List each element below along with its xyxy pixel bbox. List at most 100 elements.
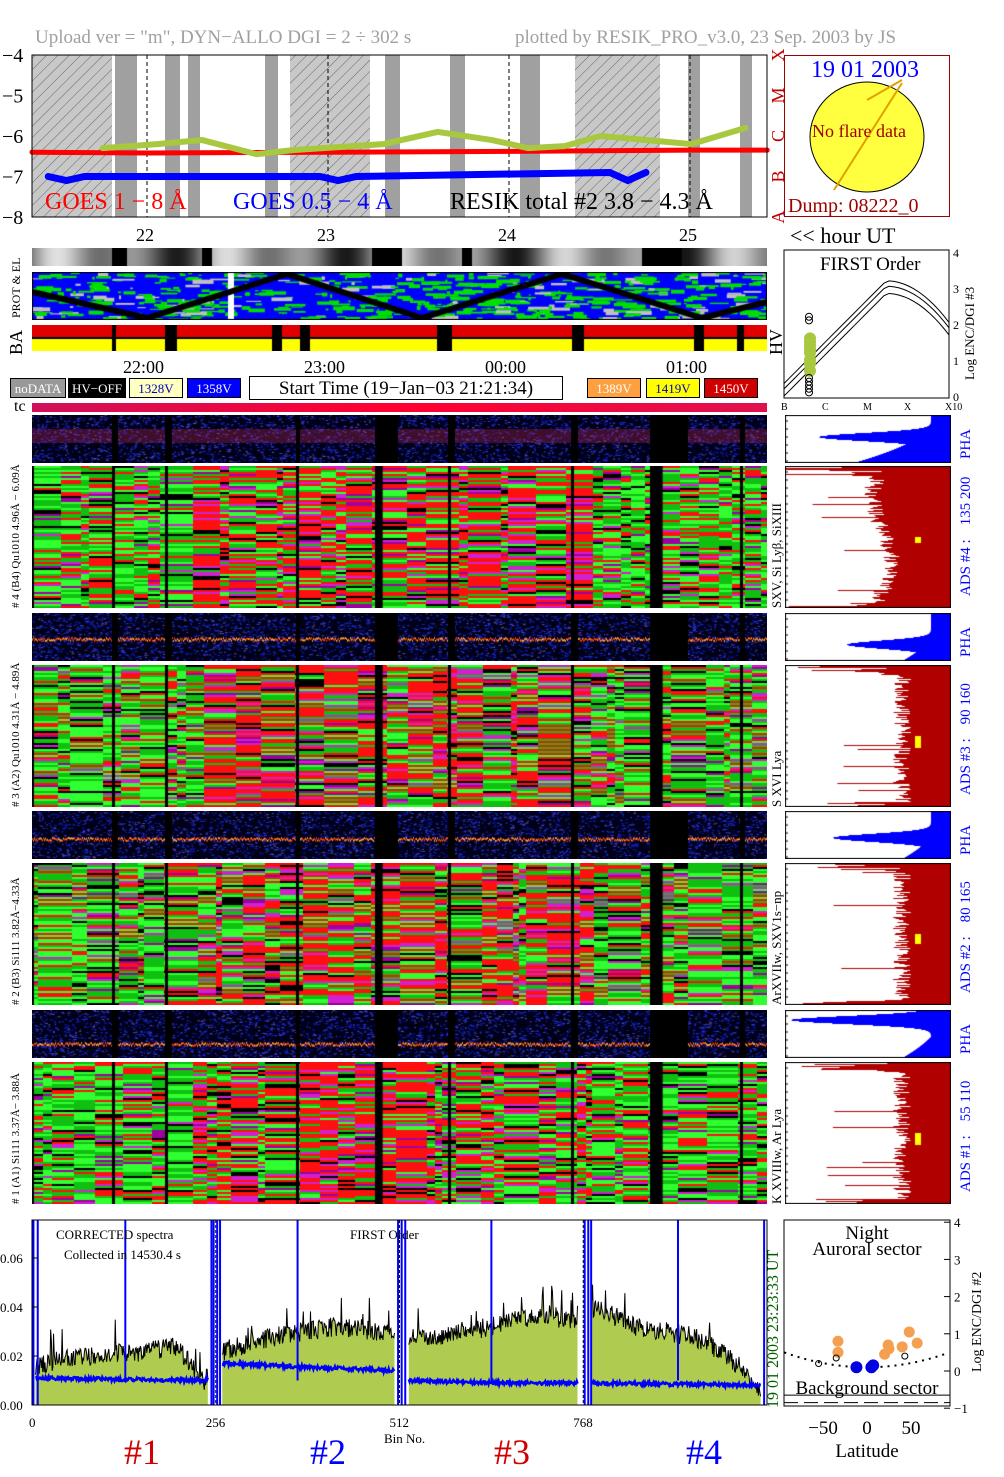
goes-class-label: B: [768, 170, 788, 182]
legend-resik: RESIK total #2 3.8 − 4.3 Å: [450, 189, 714, 215]
time-label: 23:00: [304, 357, 346, 377]
channel-lines-label: SXV, Si Lyβ, SiXIII: [769, 503, 784, 608]
spectrum-note-collected: Collected in 14530.4 s: [64, 1247, 181, 1262]
eclipse-band: [32, 55, 112, 217]
channel-pha-label: PHA: [958, 824, 974, 855]
spectrum-note-first-order: FIRST Order: [350, 1227, 419, 1242]
spectrum-x-tick: 768: [573, 1415, 593, 1430]
background-line: [590, 1377, 762, 1392]
spectrum-x-tick: 256: [206, 1415, 226, 1430]
tc-bar: [32, 403, 767, 412]
spectrum-x-tick: 0: [29, 1415, 36, 1430]
hv-legend-1419v: 1419V: [646, 378, 700, 398]
goes-class-axis: X M C B A: [768, 49, 788, 224]
channel-lines-label: S XVI Lya: [769, 750, 784, 807]
pha-histogram-3: [785, 613, 951, 661]
ads-range: 55 110: [958, 1080, 974, 1122]
fo-y-tick: 1: [953, 354, 959, 368]
pha-spectrogram-2: [32, 811, 767, 859]
pha-spectrogram-4: [32, 415, 767, 463]
hv-legend-1450v: 1450V: [704, 378, 758, 398]
fo-open-point: [805, 374, 813, 382]
eclipse-band: [688, 55, 700, 217]
first-order-ylabel: Log ENC/DGI #3: [962, 286, 977, 380]
ads-spectrogram-1: [32, 1062, 767, 1204]
eclipse-band: [290, 55, 370, 217]
background-line: [407, 1376, 579, 1390]
hour-unit-label: << hour UT: [790, 223, 896, 248]
channel-left-label: # 3 (A2) Qu1010 4.31Å − 4.89Å: [10, 662, 22, 807]
channel-left-label: # 2 (B3) Si111 3.82Å−4.33Å: [10, 877, 22, 1005]
channel-ads-label: ADS #2 : 80 165: [958, 867, 975, 993]
sun-axis-line: [833, 82, 903, 191]
channel-lines-label: ArXVIIw, SXV1s−np: [769, 890, 784, 1005]
hour-label: 24: [498, 225, 516, 245]
fo-y-tick: 3: [953, 282, 959, 296]
ads-range: 80 165: [958, 881, 974, 923]
lat-title-night: Night: [845, 1223, 889, 1244]
time-label: 00:00: [485, 357, 527, 377]
spectrum-line: [35, 1319, 209, 1390]
sun-panel: 19 01 2003 No flare data Dump: 08222_0: [784, 55, 950, 217]
fo-x-tick: X: [904, 402, 912, 413]
ads-range: 90 160: [958, 683, 974, 725]
channel-id-label: #3: [494, 1432, 530, 1472]
goes-class-label: M: [768, 87, 788, 103]
goes-series-line: [99, 124, 749, 158]
start-time-box: Start Time (19−Jan−03 21:21:34): [249, 376, 563, 400]
goes-class-label: X: [768, 49, 788, 62]
orange-point: [896, 1341, 908, 1353]
goes-y-tick: −5: [2, 86, 23, 108]
dump-label: Dump: 08222_0: [788, 195, 919, 217]
ba-label: BA: [6, 329, 26, 355]
ads-range: 135 200: [958, 476, 974, 526]
channel-lines-label: K XVIIIw, Ar Lya: [769, 1108, 784, 1204]
tc-label: tc: [14, 398, 26, 415]
ads-ads: ADS #4 :: [958, 539, 974, 596]
goes-lightcurve-panel: −4 −5 −6 −7 −8 X M C B A GOES 1 − 8 Å GOES 0.5 −…: [2, 45, 788, 229]
prot-el-panel: [32, 272, 767, 320]
spectrum-x-tick: 512: [390, 1415, 410, 1430]
channel-left-label: # 1 (A1) Si111 3.37Å− 3.88Å: [10, 1073, 22, 1204]
lat-x-tick: 50: [902, 1418, 921, 1439]
lat-xlabel: Latitude: [835, 1441, 898, 1462]
lat-x-tick: −50: [808, 1418, 838, 1439]
orange-point: [883, 1343, 895, 1355]
goes-class-label: C: [768, 130, 788, 142]
channel-ads-label: ADS #1 : 55 110: [958, 1067, 975, 1192]
goes-series-line: [44, 168, 650, 185]
hour-label: 23: [317, 225, 335, 245]
spectrum-y-tick: 0.04: [0, 1300, 23, 1315]
channel-pha-label: PHA: [958, 626, 974, 657]
orange-point: [903, 1326, 915, 1338]
lat-y-tick: −1: [954, 1401, 968, 1416]
fo-x-tick: C: [822, 402, 829, 413]
channel-pha-label: PHA: [958, 428, 974, 459]
lat-ylabel: Log ENC/DGI #2: [970, 1271, 985, 1372]
ads-histogram-1: [785, 1062, 951, 1204]
goes-y-tick: −8: [2, 207, 23, 229]
ads-spectrogram-4: [32, 466, 767, 608]
channel-id-label: #2: [310, 1432, 346, 1472]
first-order-title: FIRST Order: [820, 254, 921, 275]
spectrum-line: [408, 1285, 579, 1345]
goes-y-tick: −6: [2, 126, 23, 148]
pha-histogram-4: [785, 415, 951, 463]
spectrum-fill: [591, 1284, 761, 1405]
lat-y-tick: 1: [954, 1327, 961, 1342]
orange-point: [832, 1335, 844, 1347]
hv-legend-1358v: 1358V: [187, 378, 241, 398]
hv-legend-nodata: noDATA: [10, 378, 66, 398]
goes-y-tick: −7: [2, 167, 23, 189]
pha-spectrogram-3: [32, 613, 767, 661]
lat-title-auroral: Auroral sector: [812, 1239, 922, 1260]
fo-x-tick: B: [781, 402, 788, 413]
ads-spectrogram-2: [32, 863, 767, 1005]
ads-ads: ADS #1 :: [958, 1135, 974, 1192]
hour-label: 25: [679, 225, 697, 245]
lat-y-tick: 2: [954, 1290, 961, 1305]
goes-y-tick: −4: [2, 45, 23, 67]
eclipse-band: [740, 55, 752, 217]
ads-histogram-4: [785, 466, 951, 608]
ads-histogram-2: [785, 863, 951, 1005]
